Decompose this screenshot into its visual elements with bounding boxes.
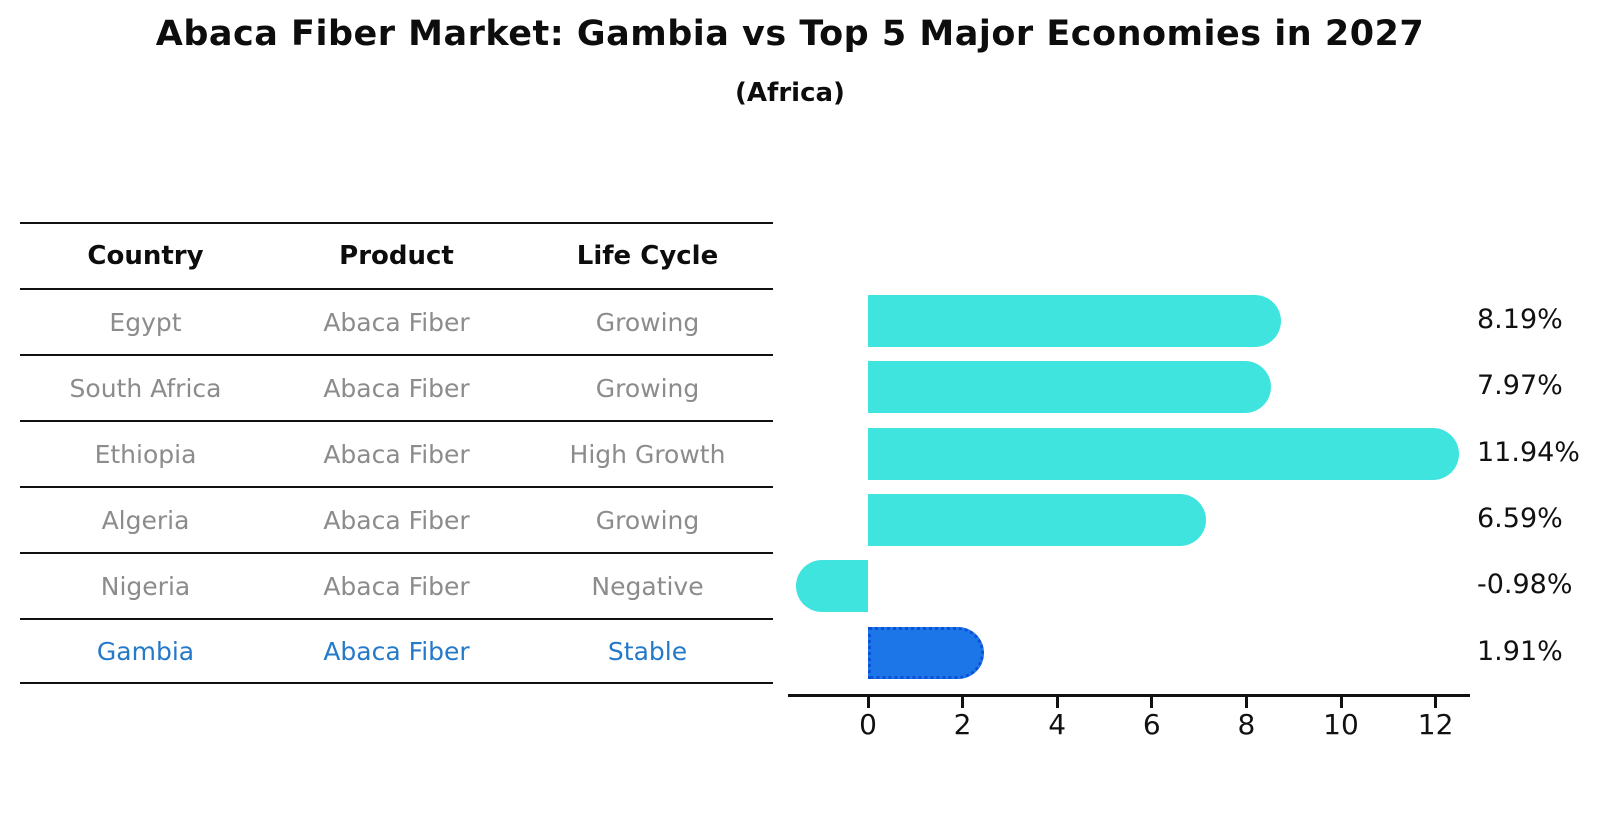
x-axis-tick [1055,697,1059,708]
cell-country: Ethiopia [94,439,197,469]
chart-title: Abaca Fiber Market: Gambia vs Top 5 Majo… [155,14,1425,54]
bar-ethiopia [868,427,1459,480]
x-axis-line [788,694,1470,697]
x-axis-tick [866,697,870,708]
column-header-product: Product [339,241,454,271]
cell-life-cycle: Negative [591,571,704,601]
x-axis-tick [1150,697,1154,708]
cell-product: Abaca Fiber [323,505,470,535]
cell-product: Abaca Fiber [323,307,470,337]
cell-product: Abaca Fiber [323,373,470,403]
cell-life-cycle: Stable [607,636,688,666]
value-label: 1.91% [1477,635,1563,667]
x-axis-tick [1434,697,1438,708]
market-table: Country Product Life Cycle Egypt Abaca Fi… [20,222,773,684]
x-axis-tick-label: 6 [1142,708,1161,741]
value-label: 7.97% [1477,370,1563,402]
value-label: -0.98% [1477,569,1573,601]
bar-south-africa [868,361,1271,414]
table-row: Egypt Abaca Fiber Growing [20,288,773,354]
cell-country: Algeria [101,505,190,535]
value-label: 8.19% [1477,304,1563,335]
cell-life-cycle: High Growth [569,439,726,469]
x-axis-tick [1244,697,1248,708]
column-header-lifecycle: Life Cycle [576,241,719,271]
cell-product: Abaca Fiber [323,439,470,469]
table-header-row: Country Product Life Cycle [20,222,773,288]
cell-life-cycle: Growing [595,373,700,403]
x-axis-tick-label: 10 [1323,708,1359,741]
column-header-country: Country [87,241,204,271]
cell-country: Nigeria [100,571,191,601]
cell-life-cycle: Growing [595,307,700,337]
value-label: 11.94% [1477,436,1580,468]
x-axis-tick-label: 2 [953,708,972,741]
bar-gambia [868,626,985,679]
x-axis-tick [961,697,965,708]
cell-country: South Africa [69,373,222,403]
x-axis-tick [1339,697,1343,708]
bar-algeria [868,493,1206,546]
cell-product: Abaca Fiber [323,571,470,601]
bar-nigeria [795,560,868,613]
cell-life-cycle: Growing [595,505,700,535]
x-axis-tick-label: 4 [1048,708,1067,741]
table-row: Nigeria Abaca Fiber Negative [20,552,773,618]
x-axis-tick-label: 0 [859,708,877,741]
cell-country: Egypt [109,307,182,337]
table-row: Ethiopia Abaca Fiber High Growth [20,420,773,486]
cell-product: Abaca Fiber [323,636,470,666]
table-row: Algeria Abaca Fiber Growing [20,486,773,552]
x-axis-tick-label: 12 [1417,708,1454,741]
cell-country: Gambia [96,636,195,666]
chart-subtitle: (Africa) [735,78,845,108]
bar-egypt [868,295,1282,347]
value-label: 6.59% [1477,502,1563,534]
x-axis-tick-label: 8 [1237,708,1256,741]
table-row: South Africa Abaca Fiber Growing [20,354,773,420]
table-row: Gambia Abaca Fiber Stable [20,618,773,684]
